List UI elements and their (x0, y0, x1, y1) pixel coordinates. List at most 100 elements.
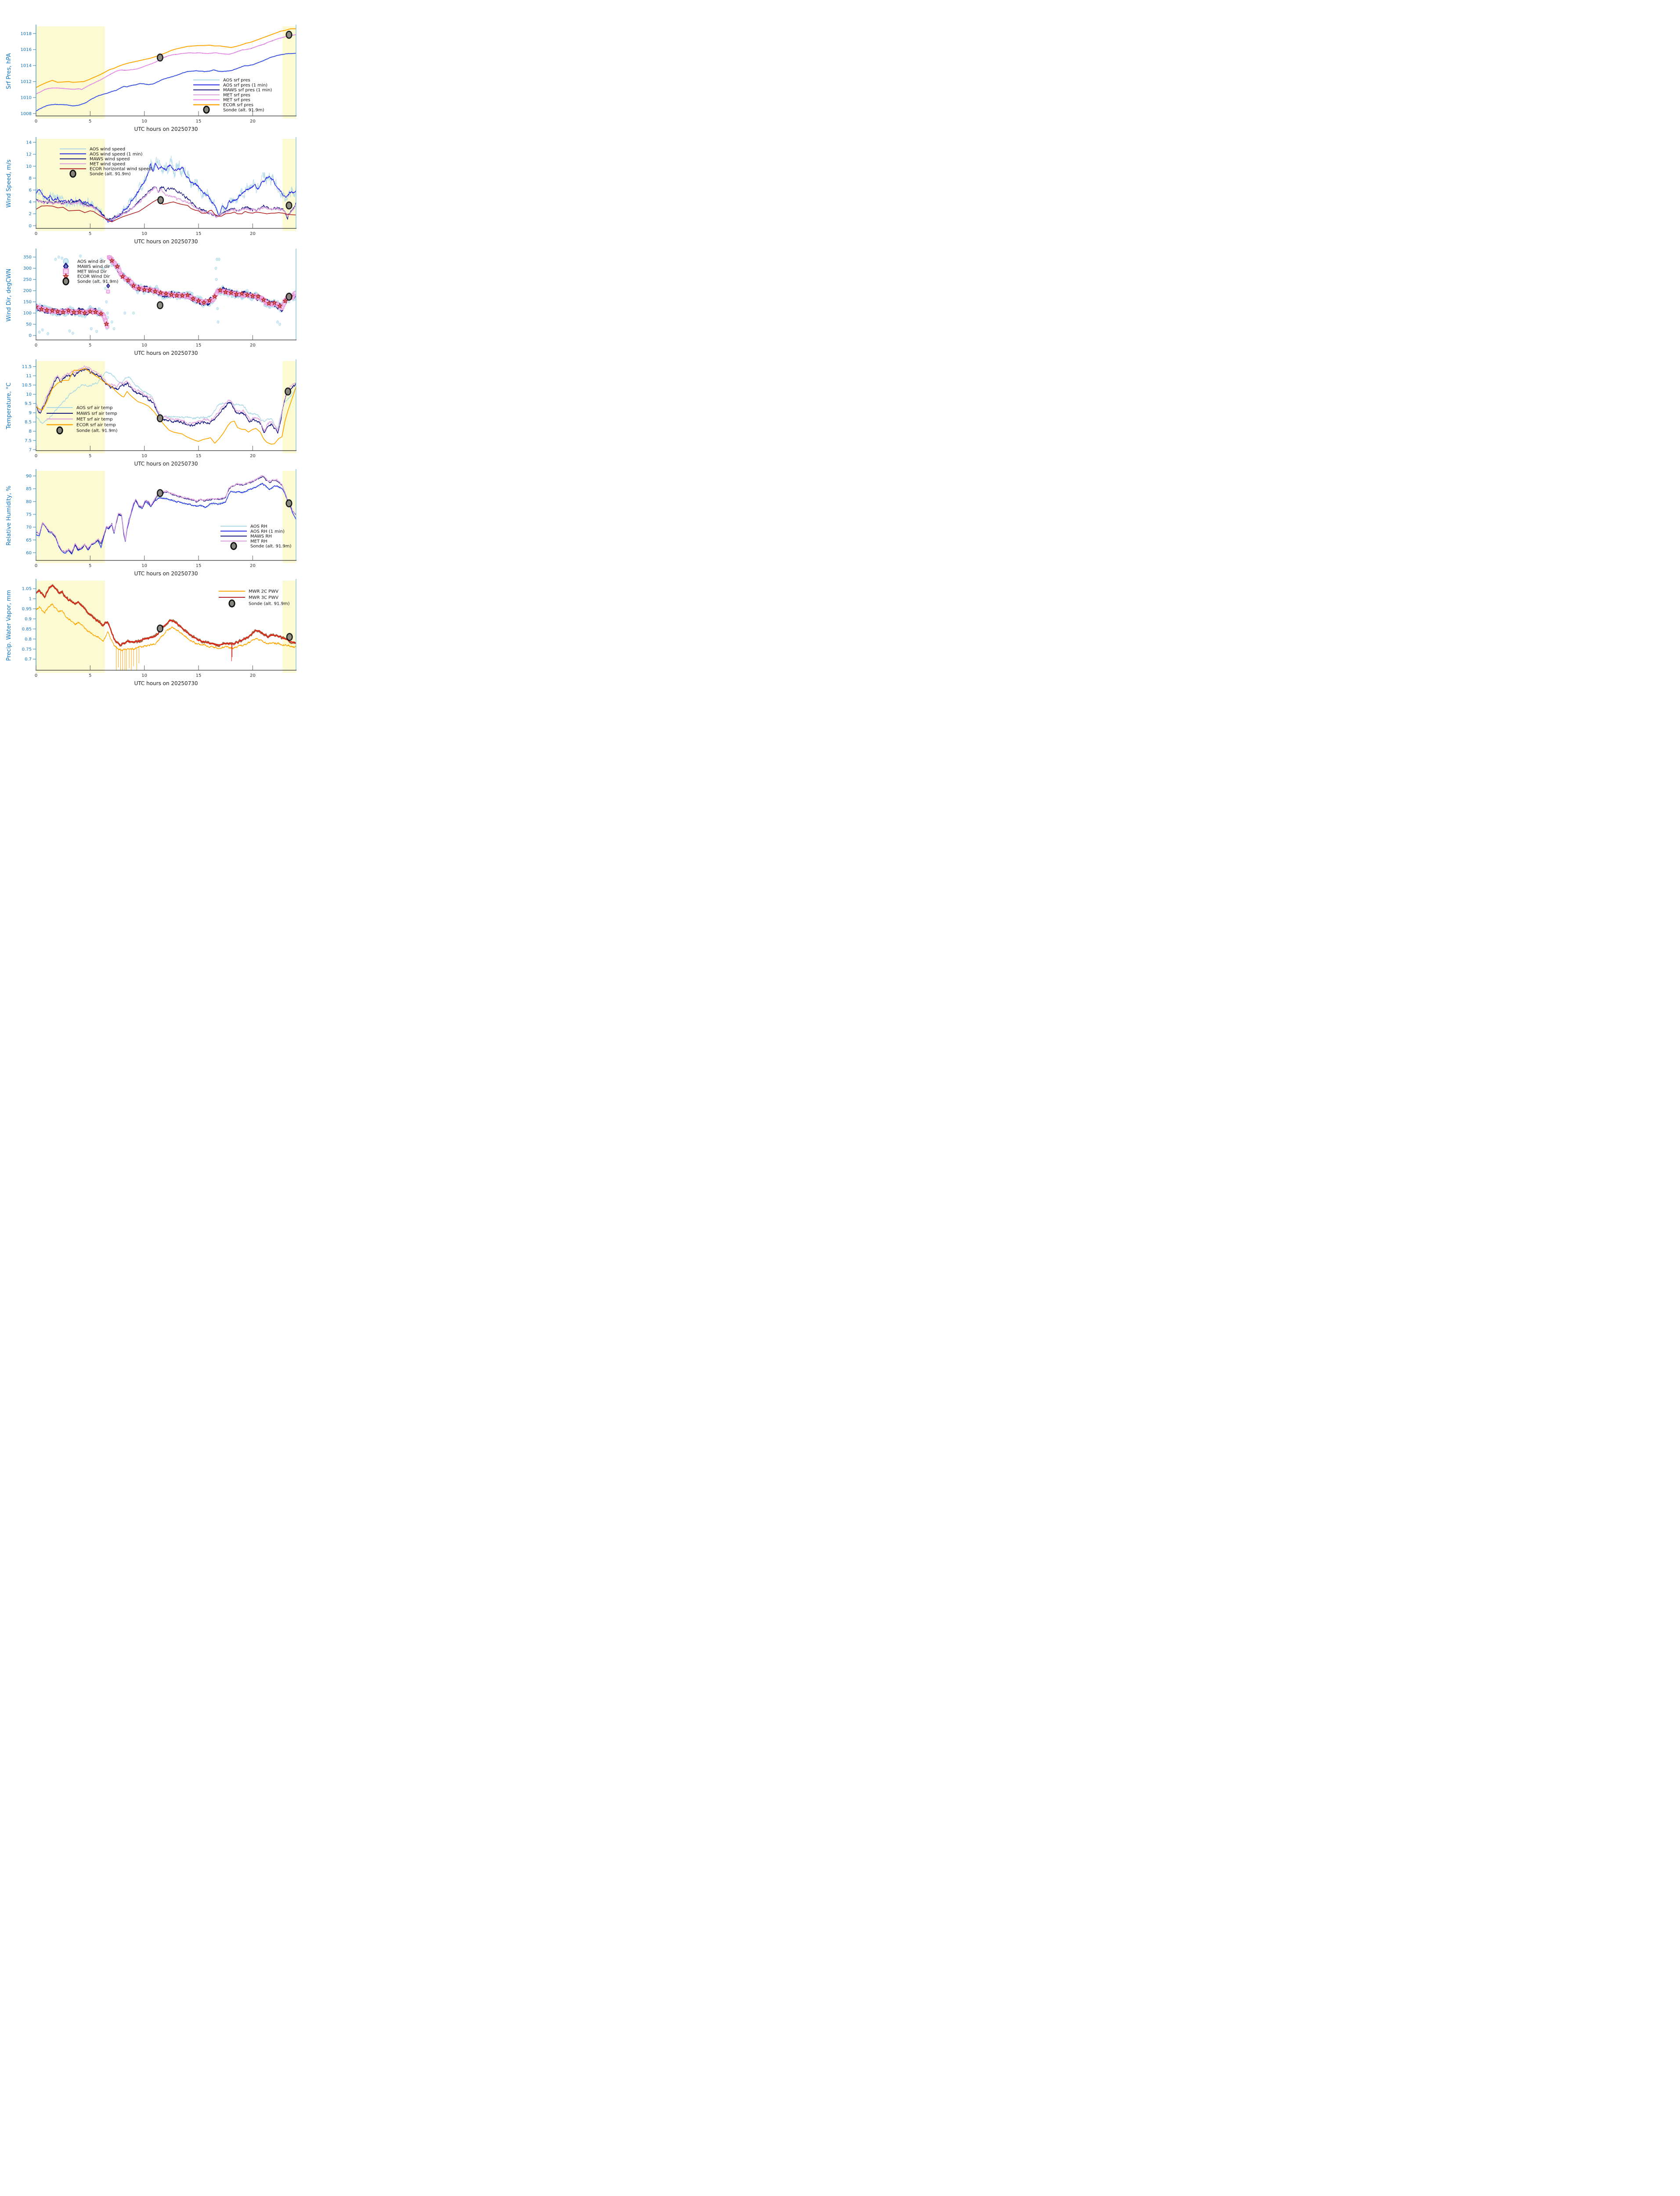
legend-label: AOS srf pres (1 min) (223, 83, 267, 88)
legend-sonde-marker (62, 277, 69, 285)
scatter-star-core (241, 292, 243, 295)
night-shade-band (282, 26, 296, 119)
x-tick-label: 10 (141, 343, 147, 348)
x-tick-label: 15 (196, 231, 202, 236)
scatter-star-core (176, 294, 178, 296)
sonde-marker (156, 489, 163, 497)
scatter-dot-outlier (68, 329, 71, 333)
series-line-mwr-3c-pwv (36, 585, 296, 646)
scatter-dot-outlier (79, 254, 82, 258)
legend-sonde-marker (56, 426, 63, 435)
y-tick-label: 10 (26, 392, 32, 397)
y-tick-label: 1012 (21, 79, 32, 84)
legend-label: MET srf pres (223, 98, 250, 103)
subplot-temperature: 7 7.5 8 8.5 9 9.5 10 10.5 11 11.5 0 5 10 15 20 Temperat… (6, 359, 296, 467)
y-tick-label: 70 (26, 525, 32, 530)
legend-label: Sonde (alt. 91.9m) (76, 429, 118, 433)
scatter-star-core (83, 311, 86, 314)
y-tick-label: 1014 (21, 64, 32, 69)
x-tick-label: 0 (35, 454, 37, 459)
y-tick-label: 1.05 (22, 587, 32, 592)
scatter-star-core (143, 288, 146, 291)
scatter-star-core (51, 309, 54, 312)
y-tick-label: 90 (26, 474, 32, 479)
legend-label: AOS RH (1 min) (250, 529, 285, 534)
scatter-dot-outlier (61, 256, 64, 260)
scatter-star-core (224, 291, 227, 293)
scatter-dot-outlier (112, 327, 116, 331)
y-tick-label: 0 (29, 224, 32, 228)
y-tick-label: 100 (23, 311, 32, 316)
x-tick-label: 5 (89, 343, 91, 348)
night-shade-band (36, 581, 105, 673)
scatter-dot-outlier (101, 267, 105, 270)
legend-label: AOS RH (250, 524, 267, 529)
plot-data-area (36, 584, 296, 670)
series-line-met-srf-pres (36, 34, 296, 94)
y-tick-label: 60 (26, 551, 32, 556)
scatter-star-core (202, 301, 205, 304)
scatter-star-core (127, 279, 130, 282)
scatter-star-core (170, 293, 173, 296)
scatter-star-core (89, 310, 91, 313)
legend-label: MET Wind Dir (77, 269, 107, 274)
sonde-marker (285, 499, 293, 508)
y-tick-label: 350 (23, 255, 32, 260)
scatter-dot-outlier (110, 320, 113, 324)
scatter-dot-outlier (216, 307, 219, 311)
scatter-star-core (181, 294, 184, 297)
x-tick-label: 20 (250, 454, 256, 459)
y-tick-label: 0.8 (25, 637, 32, 642)
series-line-ecor-srf-air-temp (36, 368, 296, 445)
y-tick-label: 1016 (21, 47, 32, 52)
series-line-aos-srf-pres-1-min- (36, 53, 296, 112)
scatter-dot-outlier (54, 257, 57, 261)
scatter-star-core (208, 299, 211, 302)
scatter-dot (98, 307, 101, 311)
scatter-star-core (278, 304, 281, 307)
y-tick-label: 9.5 (25, 401, 32, 406)
scatter-dot-outlier (278, 322, 281, 326)
series-line-aos-rh (36, 482, 296, 555)
series-line-ecor-srf-pres (36, 28, 296, 88)
y-tick-label: 10.5 (22, 383, 32, 388)
sonde-marker (156, 625, 163, 633)
y-axis-title: Wind Dir, degCWN (6, 269, 12, 321)
x-tick-label: 5 (89, 563, 91, 568)
scatter-dot-outlier (215, 257, 218, 261)
scatter-star-core (67, 309, 70, 312)
scatter-star-core (186, 294, 189, 296)
legend-sonde-marker (228, 600, 235, 608)
scatter-star-core (72, 311, 75, 313)
x-axis-title: UTC hours on 20250730 (134, 126, 198, 132)
scatter-dot (191, 292, 194, 296)
legend-label: Sonde (alt. 91.9m) (90, 172, 131, 177)
night-shade-band (36, 471, 105, 563)
y-tick-label: 10 (26, 164, 32, 169)
scatter-dot-outlier (95, 330, 98, 333)
y-tick-label: 7 (29, 448, 32, 452)
figure-canvas: 1008 1010 1012 1014 1016 1018 0 5 10 15 20 Srf Pres… (0, 0, 373, 695)
x-tick-label: 15 (196, 454, 202, 459)
sonde-marker (156, 301, 163, 310)
y-tick-label: 300 (23, 266, 32, 271)
x-axis-title: UTC hours on 20250730 (134, 461, 198, 467)
scatter-dot-outlier (215, 278, 218, 281)
scatter-dot (106, 316, 109, 319)
y-tick-label: 65 (26, 538, 32, 543)
scatter-star-core (105, 323, 108, 325)
night-shade-band (282, 581, 296, 673)
legend-label: AOS srf pres (223, 78, 250, 83)
series-line-ecor-horizontal-wind-speed (36, 199, 296, 222)
scatter-star-core (159, 291, 162, 294)
legend-label: Sonde (alt. 91.9m) (77, 279, 119, 284)
y-tick-label: 75 (26, 512, 32, 517)
scatter-dot-outlier (276, 320, 279, 324)
scatter-star-core (78, 311, 81, 313)
legend-label: MET srf air temp (76, 417, 113, 422)
y-tick-label: 85 (26, 487, 32, 491)
y-tick-label: 11 (26, 374, 32, 379)
